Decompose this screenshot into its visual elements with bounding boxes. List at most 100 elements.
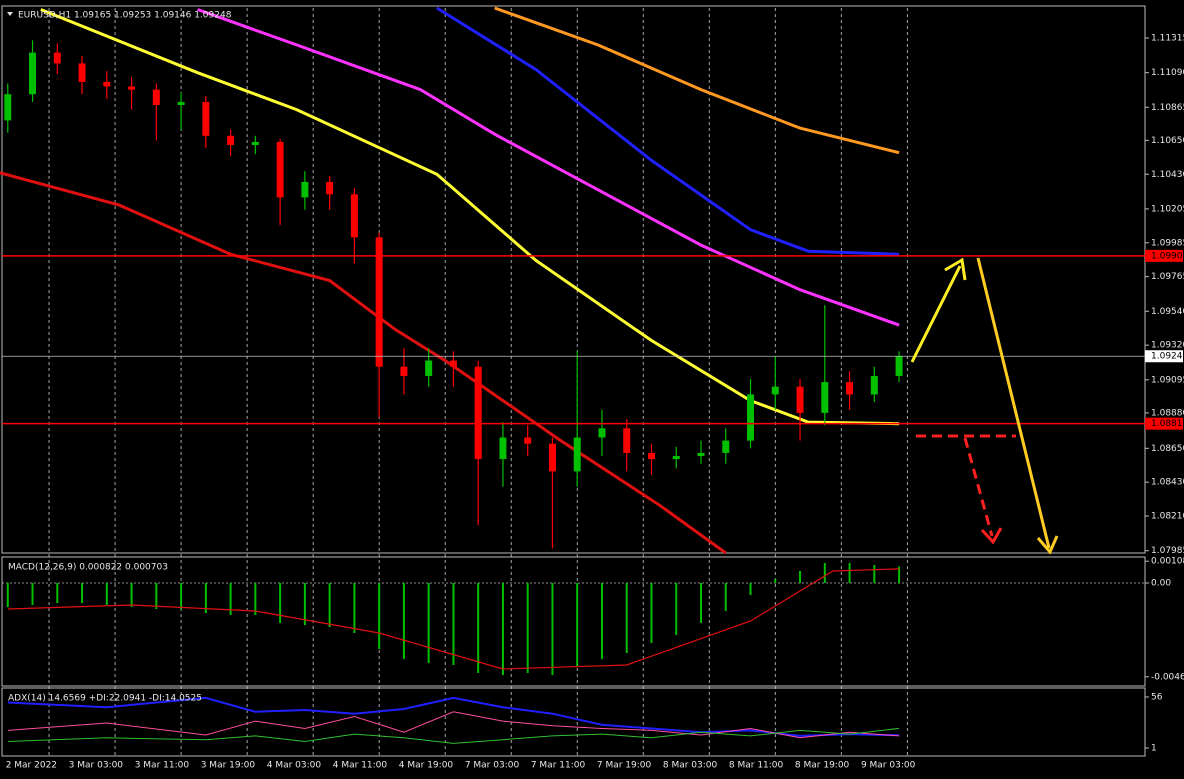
y-tick-label: 1.08880	[1151, 408, 1184, 418]
x-tick-label: 2 Mar 2022	[6, 761, 57, 771]
x-tick-label: 7 Mar 19:00	[597, 761, 652, 771]
x-tick-label: 8 Mar 19:00	[795, 761, 850, 771]
chart-title: EURUSD,H1 1.09165 1.09253 1.09146 1.0924…	[18, 11, 232, 21]
histogram-bar	[6, 583, 9, 607]
candle-body	[623, 428, 631, 453]
candle-body	[647, 452, 655, 460]
candle-body	[128, 86, 136, 90]
candle-body	[78, 63, 86, 82]
arrow-down	[976, 257, 1051, 549]
x-tick-label: 4 Mar 11:00	[333, 761, 388, 771]
candle-body	[672, 456, 680, 460]
histogram-bar	[303, 583, 306, 625]
candle-body	[276, 141, 284, 198]
candle-body	[474, 366, 482, 460]
candle-body	[301, 181, 309, 198]
x-tick-label: 7 Mar 03:00	[465, 761, 520, 771]
plot-layer: 2 Mar 2022 3 Mar 03:00 3 Mar 11:00 3 Mar 19…	[0, 6, 1184, 771]
price-box-label: 1.09248	[1151, 352, 1184, 362]
indicator-line	[7, 727, 900, 744]
menu-triangle[interactable]	[7, 12, 13, 16]
candle-body	[722, 440, 730, 453]
histogram-bar	[823, 563, 826, 583]
histogram-bar	[848, 563, 851, 583]
arrowhead	[944, 257, 967, 281]
candle-body	[53, 52, 61, 64]
candle-body	[796, 386, 804, 413]
candle-body	[177, 101, 185, 105]
macd-panel	[1, 556, 1146, 687]
histogram-bar	[180, 583, 183, 609]
histogram-bar	[254, 583, 257, 615]
y-tick-label: 1.09320	[1151, 341, 1184, 351]
y-tick-label: 1.10650	[1151, 136, 1184, 146]
price-box	[1145, 350, 1183, 363]
moving-average	[494, 6, 900, 155]
candle-body	[771, 386, 779, 395]
price-box-label: 1.09900	[1151, 251, 1184, 261]
histogram-bar	[452, 583, 455, 665]
candle-body	[400, 366, 408, 376]
histogram-bar	[105, 583, 108, 605]
arrowhead	[1036, 535, 1059, 555]
x-tick-label: 9 Mar 03:00	[861, 761, 916, 771]
y-tick-label: 1.08430	[1151, 478, 1184, 488]
histogram-bar	[600, 583, 603, 659]
adx-panel	[1, 687, 1146, 757]
histogram-bar	[799, 571, 802, 583]
x-tick-label: 8 Mar 11:00	[729, 761, 784, 771]
candle-body	[326, 181, 334, 195]
histogram-bar	[427, 583, 430, 663]
candle-body	[152, 89, 160, 105]
histogram-bar	[328, 583, 331, 627]
histogram-bar	[898, 566, 901, 583]
candle-body	[598, 428, 606, 438]
histogram-bar	[279, 583, 282, 623]
candle-body	[103, 81, 111, 87]
x-tick-label: 7 Mar 11:00	[531, 761, 586, 771]
candle-body	[697, 452, 705, 457]
y-tick-label: 1.10865	[1151, 103, 1184, 113]
candle-body	[449, 360, 457, 367]
histogram-bar	[551, 583, 554, 675]
candle-body	[747, 394, 755, 441]
y-tick-label: 1	[1151, 744, 1157, 754]
y-tick-label: 1.07985	[1151, 546, 1184, 556]
candle-body	[870, 375, 878, 395]
x-tick-label: 4 Mar 03:00	[267, 761, 322, 771]
y-tick-label: 1.08650	[1151, 444, 1184, 454]
histogram-bar	[31, 583, 34, 605]
histogram-bar	[477, 583, 480, 673]
dashed-arrow	[963, 437, 994, 537]
y-tick-label: 56	[1151, 692, 1163, 702]
moving-average	[40, 8, 900, 426]
histogram-bar	[749, 583, 752, 595]
macd-title: MACD(12,26,9) 0.000822 0.000703	[8, 563, 168, 573]
histogram-bar	[700, 583, 703, 623]
candle-body	[524, 437, 532, 444]
y-tick-label: 1.09095	[1151, 375, 1184, 385]
histogram-bar	[56, 583, 59, 603]
x-tick-label: 8 Mar 03:00	[663, 761, 718, 771]
histogram-bar	[204, 583, 207, 613]
price-box	[1145, 249, 1183, 262]
histogram-bar	[625, 583, 628, 653]
y-tick-label: -0.00469	[1151, 672, 1184, 682]
x-tick-label: 3 Mar 11:00	[135, 761, 190, 771]
indicator-line	[7, 696, 900, 737]
candle-body	[425, 360, 433, 376]
signal-line	[7, 568, 900, 670]
histogram-bar	[81, 583, 84, 603]
candle-body	[4, 94, 12, 121]
y-tick-label: 1.09540	[1151, 307, 1184, 317]
x-tick-label: 3 Mar 03:00	[69, 761, 124, 771]
histogram-bar	[501, 583, 504, 675]
histogram-bar	[526, 583, 529, 673]
candle-body	[573, 437, 581, 472]
arrow-up	[910, 265, 962, 363]
histogram-bar	[155, 583, 158, 609]
candle-body	[251, 141, 259, 146]
histogram-bar	[650, 583, 653, 643]
candle-body	[227, 135, 235, 146]
